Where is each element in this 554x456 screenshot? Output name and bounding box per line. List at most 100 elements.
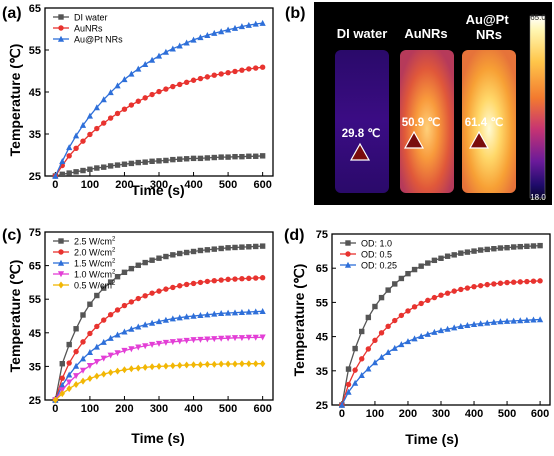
panel-c-x-tick-label: 0: [52, 403, 58, 415]
panel-c-data-point: [211, 310, 218, 317]
panel-c-data-point: [183, 313, 190, 320]
panel-c-data-point: [183, 337, 190, 344]
panel-a-data-point: [183, 79, 190, 86]
panel-c-legend-marker: [57, 259, 65, 266]
panel-d-data-point: [484, 246, 490, 253]
panel-c-data-point: [197, 336, 204, 343]
panel-d-data-point: [418, 263, 424, 269]
panel-c-data-point: [86, 363, 94, 370]
panel-c-y-tick-label: 35: [29, 361, 41, 373]
panel-c-data-point: [246, 244, 252, 250]
panel-c-data-point: [239, 360, 245, 368]
panel-c-data-point: [121, 269, 128, 276]
panel-c-data-point: [259, 243, 266, 249]
panel-d-label: (d): [284, 227, 304, 244]
panel-a-y-tick-label: 35: [29, 129, 41, 141]
panel-a-data-point: [170, 83, 176, 90]
panel-d-data-point: [458, 286, 464, 293]
panel-c-data-point: [142, 259, 148, 266]
panel-d-y-tick-label: 65: [316, 263, 328, 275]
panel-c-legend-label: 2.5 W/cm2: [74, 237, 116, 247]
panel-d-data-point: [405, 308, 411, 314]
panel-d-data-point: [411, 335, 418, 342]
panel-d-ylabel: Temperature (℃): [291, 264, 307, 377]
panel-a-data-point: [246, 153, 252, 159]
panel-c-data-point: [156, 255, 162, 261]
panel-c-data-point: [114, 350, 121, 357]
panel-a-data-point: [204, 74, 211, 80]
panel-a-data-point: [107, 163, 114, 169]
panel-c-x-tick-label: 500: [219, 403, 237, 415]
panel-c-data-point: [177, 361, 183, 369]
panel-d-x-tick-label: 400: [465, 408, 483, 420]
panel-c-data-point: [204, 278, 211, 285]
panel-d-y-tick-label: 45: [316, 332, 328, 344]
panel-c-data-point: [259, 307, 266, 314]
panel-c-data-point: [128, 365, 135, 373]
panel-a-data-point: [197, 75, 204, 82]
panel-c-data-point: [66, 371, 73, 378]
panel-a-data-point: [107, 115, 114, 121]
panel-c-legend-label: 0.5 W/cm2: [74, 281, 116, 291]
panel-a-data-point: [149, 91, 155, 98]
sample-label-aunrs: AuNRs: [404, 26, 447, 41]
panel-c-data-point: [170, 362, 176, 370]
panel-a-data-point: [66, 170, 72, 176]
panel-d-data-point: [424, 330, 431, 337]
panel-c-data-point: [135, 364, 141, 372]
panel-c-series-0: 2.5 W/cm2: [52, 237, 266, 403]
panel-c-data-point: [231, 335, 239, 342]
panel-c-data-point: [66, 360, 72, 366]
panel-c-data-point: [211, 278, 217, 284]
panel-c-data-point: [232, 244, 238, 251]
panel-a-data-point: [87, 131, 93, 138]
panel-c-data-point: [135, 262, 141, 268]
panel-c-data-point: [239, 276, 245, 282]
panel-d-data-point: [471, 283, 477, 290]
panel-c-data-point: [107, 352, 114, 359]
panel-c-y-tick-label: 55: [29, 294, 41, 306]
panel-c-data-point: [211, 360, 217, 368]
panel-d-y-tick-label: 75: [316, 229, 328, 241]
panel-d-data-point: [338, 401, 346, 408]
panel-a-legend-label: Au@Pt NRs: [74, 35, 123, 45]
panel-c-data-point: [259, 360, 266, 368]
panel-a-x-tick-label: 400: [184, 179, 202, 191]
panel-a-data-point: [100, 96, 107, 103]
panel-c-data-point: [155, 340, 163, 347]
tube-aunrs: [400, 50, 454, 193]
panel-c-data-point: [156, 288, 162, 294]
panel-c-data-point: [52, 396, 59, 404]
panel-d-data-point: [458, 250, 464, 256]
panel-d-data-point: [497, 280, 504, 286]
panel-c-data-point: [135, 323, 142, 330]
panel-a-data-point: [66, 153, 72, 159]
panel-d-legend-marker: [345, 240, 351, 246]
panel-c-y-tick-label: 45: [29, 328, 41, 340]
panel-c-data-point: [170, 284, 176, 291]
panel-d-data-point: [365, 346, 372, 352]
panel-c-data-point: [59, 375, 65, 381]
panel-a-data-point: [80, 138, 86, 144]
panel-c-data-point: [163, 362, 169, 370]
panel-a-x-tick-label: 0: [52, 179, 58, 191]
panel-c-data-point: [211, 246, 217, 252]
panel-b-thermal-image: (b): [285, 2, 552, 205]
panel-c-data-point: [170, 252, 176, 258]
panel-c-data-point: [135, 295, 141, 302]
panel-a-data-point: [204, 155, 211, 161]
panel-c-data-point: [142, 321, 149, 328]
panel-c-data-point: [225, 360, 231, 368]
panel-a-x-tick-label: 100: [81, 179, 99, 191]
panel-c-data-point: [259, 334, 266, 341]
panel-d-data-point: [425, 297, 431, 304]
panel-c-data-point: [218, 335, 225, 342]
panel-a-data-point: [246, 66, 252, 72]
panel-c-data-point: [79, 355, 87, 362]
panel-d-data-point: [510, 279, 517, 285]
panel-d-data-point: [371, 359, 379, 366]
panel-a-ylabel: Temperature (℃): [7, 44, 23, 157]
panel-c-data-point: [128, 299, 135, 305]
colorbar-min-label: 18.0: [530, 193, 546, 202]
